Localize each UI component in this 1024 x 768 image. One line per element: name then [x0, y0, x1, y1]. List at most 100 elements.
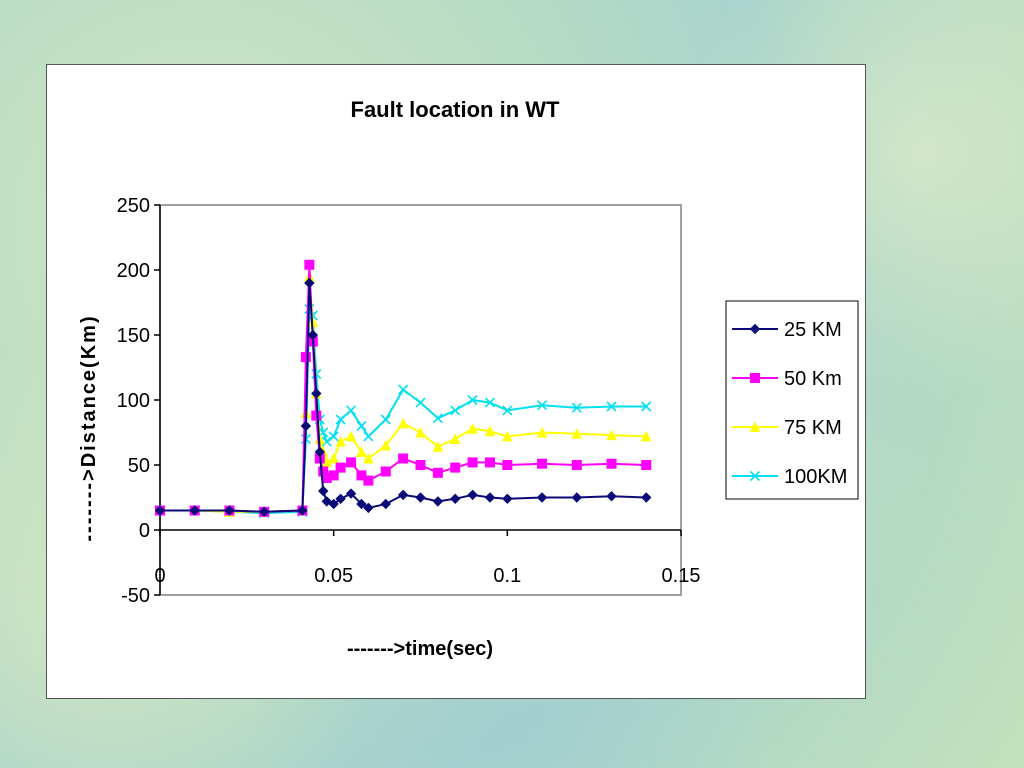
- legend-label: 100KM: [784, 466, 847, 488]
- data-point: [450, 493, 461, 505]
- data-point: [502, 460, 513, 470]
- data-point: [484, 425, 496, 437]
- legend: 25 KM 50 Km 75 KM 100KM: [725, 300, 859, 500]
- data-point: [363, 431, 374, 442]
- data-point: [432, 496, 444, 507]
- data-point: [258, 506, 270, 518]
- x-axis-label: ------->time(sec): [347, 638, 493, 660]
- data-point: [398, 384, 409, 395]
- data-point: [571, 492, 583, 503]
- data-point: [363, 502, 374, 514]
- data-point: [484, 397, 496, 408]
- chart-frame: Fault location in WT -50 0 50 100 150 200 250 0…: [46, 64, 866, 699]
- data-point: [467, 457, 478, 468]
- data-point: [307, 329, 319, 341]
- data-point: [328, 431, 339, 442]
- legend-marker: [749, 421, 761, 432]
- data-point: [328, 452, 339, 464]
- data-point: [606, 401, 617, 412]
- data-point: [356, 498, 367, 510]
- series-group: [154, 259, 652, 519]
- data-point: [335, 414, 346, 425]
- data-point: [304, 259, 315, 270]
- y-tick-label: 200: [117, 260, 150, 282]
- data-point: [432, 413, 443, 424]
- legend-label: 50 Km: [784, 368, 842, 390]
- data-point: [335, 493, 346, 505]
- data-point: [641, 492, 652, 503]
- legend-marker: [750, 373, 760, 383]
- chart-svg: Fault location in WT -500501001502002500…: [78, 97, 859, 660]
- data-point: [345, 430, 357, 442]
- data-point: [380, 414, 391, 425]
- data-point: [328, 470, 339, 481]
- chart-title: Fault location in WT: [351, 97, 561, 122]
- data-point: [415, 397, 426, 408]
- data-point: [467, 489, 478, 501]
- data-point: [154, 505, 166, 516]
- data-point: [571, 460, 582, 470]
- data-point: [432, 467, 443, 478]
- data-point: [536, 492, 548, 503]
- data-point: [641, 460, 652, 470]
- data-point: [467, 422, 478, 434]
- x-tick-label: 0.1: [493, 565, 521, 587]
- y-tick-label: 100: [117, 390, 150, 412]
- legend-marker: [749, 470, 761, 482]
- data-point: [300, 352, 311, 363]
- data-point: [363, 452, 374, 464]
- data-point: [537, 400, 548, 411]
- data-point: [335, 435, 346, 447]
- y-tick-label: 150: [117, 325, 150, 347]
- data-point: [300, 420, 312, 432]
- data-point: [314, 446, 325, 458]
- legend-entry: 25 KM: [732, 319, 842, 341]
- data-point: [304, 277, 315, 289]
- data-point: [363, 475, 374, 486]
- data-point: [380, 498, 391, 510]
- legend-label: 75 KM: [784, 417, 842, 439]
- y-tick-label: 50: [128, 455, 150, 477]
- data-point: [484, 492, 496, 503]
- y-tick-label: 250: [117, 195, 150, 217]
- data-point: [311, 388, 322, 399]
- y-tick-label: 0: [139, 520, 150, 542]
- data-point: [502, 493, 513, 505]
- data-point: [606, 490, 617, 502]
- plot-area: [159, 204, 682, 596]
- x-tick-label: 0.05: [314, 565, 353, 587]
- data-point: [449, 433, 461, 444]
- data-point: [397, 489, 409, 501]
- data-point: [640, 430, 652, 442]
- data-point: [335, 462, 346, 473]
- legend-box: [725, 300, 859, 500]
- data-point: [356, 446, 367, 457]
- y-tick-label: -50: [121, 585, 150, 607]
- legend-entry: 50 Km: [732, 368, 842, 390]
- data-point: [356, 420, 367, 432]
- data-point: [346, 457, 357, 468]
- data-point: [189, 505, 200, 516]
- x-tick-label: 0: [154, 565, 165, 587]
- data-point: [328, 498, 339, 510]
- data-point: [380, 439, 392, 451]
- y-axis-label: ------->Distance(Km): [78, 314, 100, 541]
- data-point: [415, 492, 426, 503]
- data-point: [321, 436, 332, 447]
- data-point: [415, 426, 426, 438]
- data-point: [380, 466, 391, 477]
- data-point: [502, 405, 513, 416]
- data-point: [606, 458, 617, 469]
- data-point: [450, 462, 461, 473]
- data-point: [502, 430, 513, 442]
- data-point: [571, 428, 583, 439]
- data-point: [537, 458, 548, 469]
- data-point: [536, 426, 548, 438]
- data-point: [318, 485, 329, 497]
- data-point: [571, 402, 582, 413]
- legend-entry: 75 KM: [732, 417, 842, 439]
- data-point: [297, 505, 308, 516]
- data-point: [606, 429, 617, 441]
- series-25-km: [154, 277, 652, 518]
